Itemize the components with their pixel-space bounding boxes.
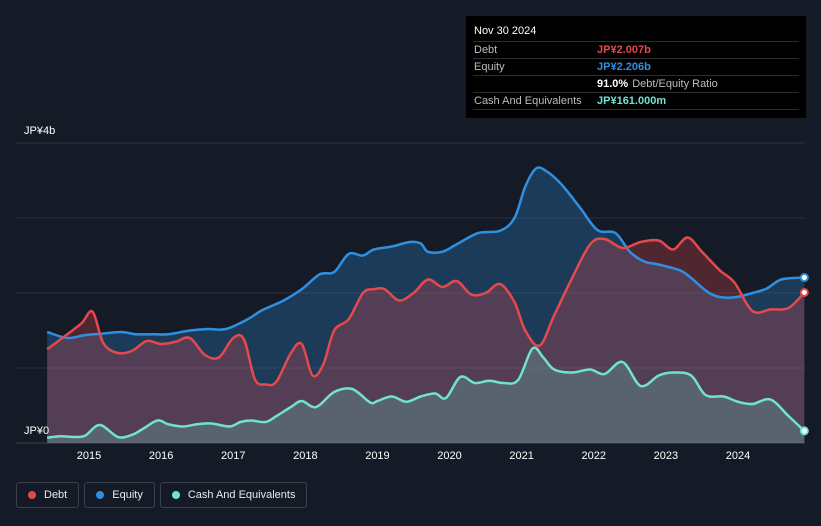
legend-label-debt: Debt [44,489,68,501]
tooltip-row-debt: Debt JP¥2.007b [473,41,799,58]
legend-label-cash: Cash And Equivalents [187,489,296,501]
x-tick-label: 2017 [220,450,246,462]
chart-legend: Debt Equity Cash And Equivalents [16,482,308,508]
tooltip-row-equity: Equity JP¥2.206b [473,58,799,75]
equity-dot-icon [96,491,105,499]
debt-end-marker [799,287,809,297]
debt-dot-icon [28,491,36,499]
x-tick-label: 2024 [725,450,751,462]
legend-item-equity[interactable]: Equity [84,482,155,508]
debt-line [46,236,806,387]
x-tick-label: 2019 [365,450,390,462]
x-tick-label: 2018 [293,450,318,462]
cash-end-marker [799,426,809,436]
series-lines [46,166,806,439]
legend-item-debt[interactable]: Debt [16,482,80,508]
tooltip-debt-label: Debt [474,44,498,56]
x-tick-label: 2021 [509,450,534,462]
gridlines [16,142,805,444]
y-axis-top-label: JP¥4b [24,125,56,137]
legend-label-equity: Equity [112,489,143,501]
x-tick-label: 2015 [76,450,102,462]
series-areas [47,167,805,443]
y-axis-bottom-label: JP¥0 [24,425,50,437]
x-tick-label: 2023 [653,450,679,462]
legend-item-cash[interactable]: Cash And Equivalents [159,482,308,508]
equity-line [46,166,805,340]
tooltip-debt-value: JP¥2.007b [597,44,651,56]
tooltip-cash-label: Cash And Equivalents [474,95,582,107]
tooltip-equity-label: Equity [474,61,505,73]
x-tick-label: 2020 [437,450,462,462]
tooltip-cash-value: JP¥161.000m [597,95,667,107]
tooltip-ratio-label [474,76,597,92]
debt-area [47,237,805,443]
tooltip-row-cash: Cash And Equivalents JP¥161.000m [473,92,799,110]
equity-end-marker [799,273,809,283]
data-tooltip: Nov 30 2024 Debt JP¥2.007b Equity JP¥2.2… [466,16,806,118]
end-markers [799,273,809,436]
x-tick-label: 2016 [148,450,174,462]
cash-line [47,346,806,439]
tooltip-date: Nov 30 2024 [474,25,537,37]
x-tick-label: 2022 [581,450,607,462]
cash-dot-icon [171,491,180,499]
tooltip-ratio-value: 91.0% [597,78,629,90]
tooltip-equity-value: JP¥2.206b [597,61,651,73]
equity-area [47,167,805,443]
tooltip-ratio-suffix: Debt/Equity Ratio [632,78,718,90]
tooltip-row-ratio: 91.0% Debt/Equity Ratio [473,75,799,92]
